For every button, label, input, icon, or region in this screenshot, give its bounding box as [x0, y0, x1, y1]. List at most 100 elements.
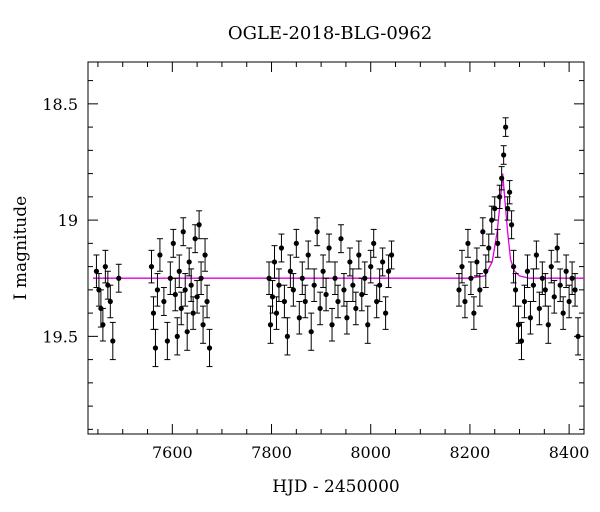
data-points-layer — [93, 117, 582, 368]
data-point — [174, 317, 181, 356]
data-point — [182, 273, 189, 307]
y-axis-tick-labels: 18.5 19 19.5 — [42, 95, 78, 347]
data-point — [536, 291, 543, 326]
data-point — [284, 317, 291, 356]
data-point — [506, 180, 513, 205]
x-tick-label: 7600 — [152, 443, 193, 462]
data-point — [150, 296, 157, 330]
data-point — [287, 254, 294, 289]
data-point — [563, 254, 570, 289]
data-point — [496, 184, 503, 209]
data-point — [275, 268, 282, 302]
data-point — [323, 277, 330, 312]
data-point — [206, 328, 213, 368]
data-point — [482, 254, 489, 289]
data-point — [349, 268, 356, 302]
data-point — [271, 245, 278, 279]
data-point — [518, 321, 525, 361]
data-point — [551, 280, 558, 314]
data-point — [352, 291, 359, 326]
data-point — [184, 312, 191, 351]
data-point — [548, 249, 555, 284]
x-tick-label: 8400 — [549, 443, 590, 462]
data-point — [379, 247, 386, 277]
data-point — [557, 268, 564, 302]
x-tick-label: 7800 — [251, 443, 292, 462]
data-point — [164, 321, 171, 361]
data-point — [491, 196, 498, 221]
data-point — [370, 228, 377, 258]
data-point — [302, 284, 309, 319]
data-point — [498, 166, 505, 191]
data-point — [109, 321, 116, 361]
data-point — [542, 273, 549, 307]
data-point — [458, 249, 465, 284]
data-point — [524, 254, 531, 289]
data-point — [539, 261, 546, 295]
data-point — [485, 233, 492, 263]
data-point — [470, 296, 477, 330]
data-point — [494, 228, 501, 258]
data-point — [343, 300, 350, 335]
data-point — [154, 273, 161, 307]
data-point — [572, 273, 579, 307]
data-point — [290, 273, 297, 307]
data-point — [337, 224, 344, 254]
data-point — [515, 305, 522, 344]
data-point — [281, 284, 288, 319]
data-point — [530, 268, 537, 302]
data-point — [508, 210, 515, 240]
data-point — [533, 240, 540, 270]
data-point — [305, 240, 312, 270]
data-point — [361, 261, 368, 295]
data-point — [160, 287, 167, 316]
data-point — [266, 261, 273, 295]
data-point — [367, 249, 374, 284]
data-point — [172, 277, 179, 312]
data-point — [107, 284, 114, 319]
x-axis-tick-labels: 7600 7800 8000 8200 8400 — [152, 443, 590, 462]
data-point — [461, 284, 468, 319]
data-point — [293, 228, 300, 258]
data-point — [346, 247, 353, 277]
y-tick-label: 18.5 — [42, 95, 78, 114]
data-point — [167, 261, 174, 295]
data-point — [152, 328, 159, 368]
data-point — [99, 307, 106, 342]
data-point — [382, 296, 389, 330]
data-point — [176, 254, 183, 289]
data-point — [192, 224, 199, 254]
data-point — [202, 238, 209, 272]
data-point — [376, 268, 383, 302]
data-point — [194, 280, 201, 314]
data-point — [314, 217, 321, 247]
data-point — [278, 233, 285, 263]
data-point — [326, 233, 333, 263]
data-point — [464, 228, 471, 258]
data-point — [456, 273, 463, 307]
data-point — [317, 291, 324, 326]
data-point — [178, 291, 185, 326]
data-point — [308, 312, 315, 351]
data-point — [320, 254, 327, 289]
data-point — [156, 238, 163, 272]
data-point — [476, 273, 483, 307]
y-tick-label: 19 — [58, 211, 78, 230]
data-point — [170, 228, 177, 258]
data-point — [479, 217, 486, 247]
data-point — [500, 145, 507, 165]
data-point — [527, 300, 534, 335]
plot-frame — [87, 61, 585, 435]
data-point — [467, 261, 474, 295]
data-point — [198, 261, 205, 295]
data-point — [385, 254, 392, 289]
data-point — [204, 284, 211, 319]
y-tick-label: 19.5 — [42, 327, 78, 346]
data-point — [560, 296, 567, 330]
data-point — [569, 261, 576, 295]
chart-title: OGLE-2018-BLG-0962 — [228, 23, 432, 44]
data-point — [200, 305, 207, 344]
x-tick-label: 8000 — [350, 443, 391, 462]
data-point — [334, 284, 341, 319]
